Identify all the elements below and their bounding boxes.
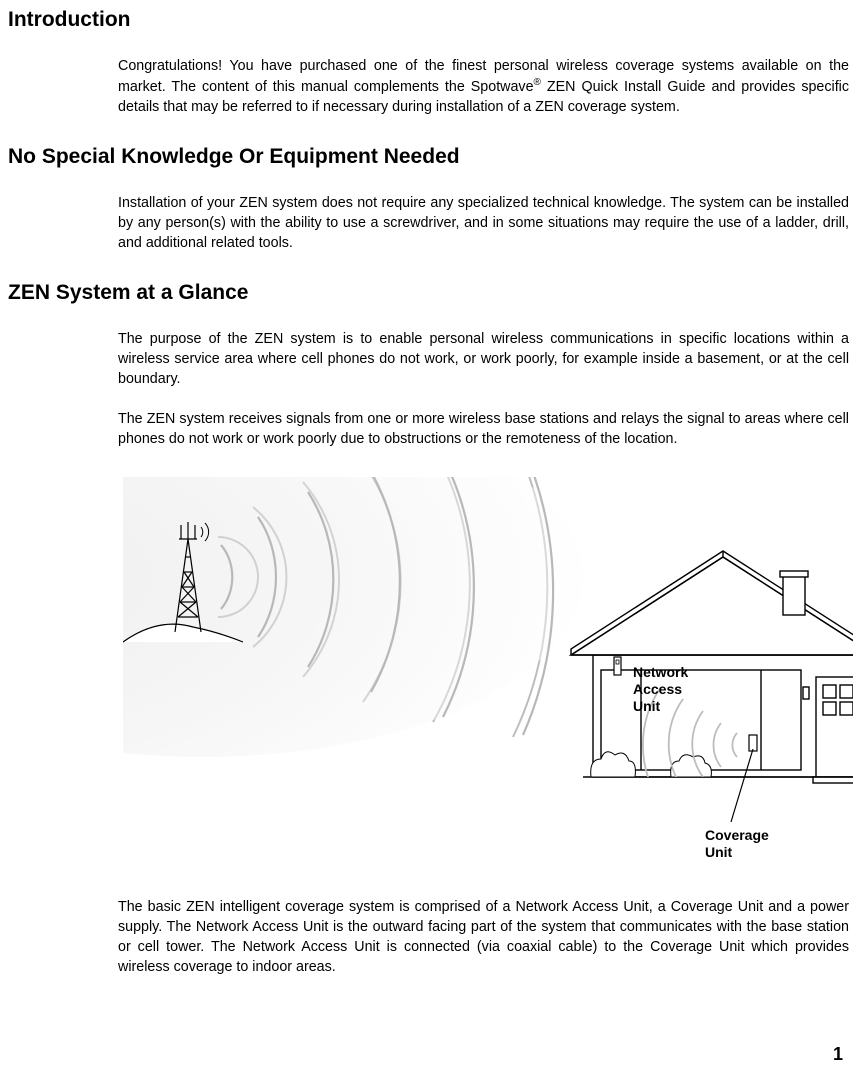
page-number: 1 (833, 1044, 843, 1065)
label-nau-line1: Network (633, 664, 688, 681)
label-cu-line1: Coverage (705, 827, 769, 844)
label-nau-line2: Access (633, 681, 688, 698)
heading-no-special: No Special Knowledge Or Equipment Needed (8, 145, 849, 169)
label-nau-line3: Unit (633, 698, 688, 715)
heading-glance: ZEN System at a Glance (8, 281, 849, 305)
network-access-unit-icon (614, 657, 621, 675)
paragraph-glance-2: The ZEN system receives signals from one… (118, 409, 849, 449)
house-icon (571, 551, 853, 783)
coverage-unit-icon (749, 735, 757, 751)
paragraph-glance-1: The purpose of the ZEN system is to enab… (118, 329, 849, 389)
figure-zen-system: Network Access Unit Coverage Unit (123, 477, 849, 877)
label-network-access-unit: Network Access Unit (633, 664, 688, 714)
label-cu-line2: Unit (705, 844, 769, 861)
paragraph-no-special: Installation of your ZEN system does not… (118, 193, 849, 253)
label-coverage-unit: Coverage Unit (705, 827, 769, 861)
diagram-svg (123, 477, 853, 877)
heading-introduction: Introduction (8, 8, 849, 32)
paragraph-intro: Congratulations! You have purchased one … (118, 56, 849, 117)
paragraph-glance-3: The basic ZEN intelligent coverage syste… (118, 897, 849, 977)
